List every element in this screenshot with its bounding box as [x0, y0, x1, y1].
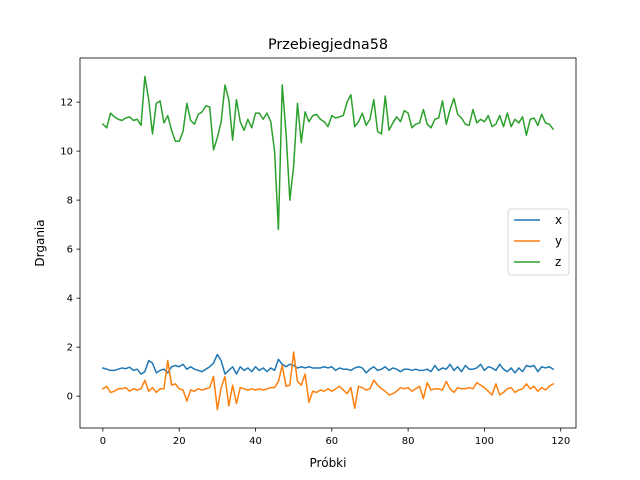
- y-axis-label: Drgania: [33, 219, 47, 266]
- y-tick-label: 0: [67, 392, 73, 403]
- x-tick-label: 40: [249, 436, 262, 447]
- legend-label-z: z: [555, 255, 561, 269]
- x-tick-label: 80: [402, 436, 415, 447]
- y-tick-label: 12: [60, 98, 73, 109]
- chart-title: Przebiegjedna58: [268, 37, 388, 53]
- series-lines: [101, 75, 555, 411]
- legend: xyz: [507, 208, 570, 276]
- y-tick-label: 6: [67, 245, 73, 256]
- y-tick-label: 10: [60, 147, 73, 158]
- x-tick-label: 20: [173, 436, 186, 447]
- x-tick-label: 0: [100, 436, 106, 447]
- y-tick-label: 8: [67, 196, 73, 207]
- x-axis-label: Próbki: [310, 456, 347, 470]
- legend-label-y: y: [555, 234, 562, 248]
- axis-ticks: 0 20 40 60 80 100 120 0 2 4 6 8 10 12: [60, 98, 570, 447]
- plot-frame: [79, 57, 577, 429]
- series-line-x: [101, 353, 555, 375]
- x-tick-label: 60: [325, 436, 338, 447]
- x-tick-label: 120: [551, 436, 570, 447]
- y-tick-label: 4: [67, 294, 73, 305]
- series-line-z: [101, 75, 555, 231]
- legend-label-x: x: [555, 213, 562, 227]
- x-tick-label: 100: [475, 436, 494, 447]
- series-line-y: [101, 351, 555, 411]
- legend-box: [507, 208, 570, 276]
- y-tick-label: 2: [67, 343, 73, 354]
